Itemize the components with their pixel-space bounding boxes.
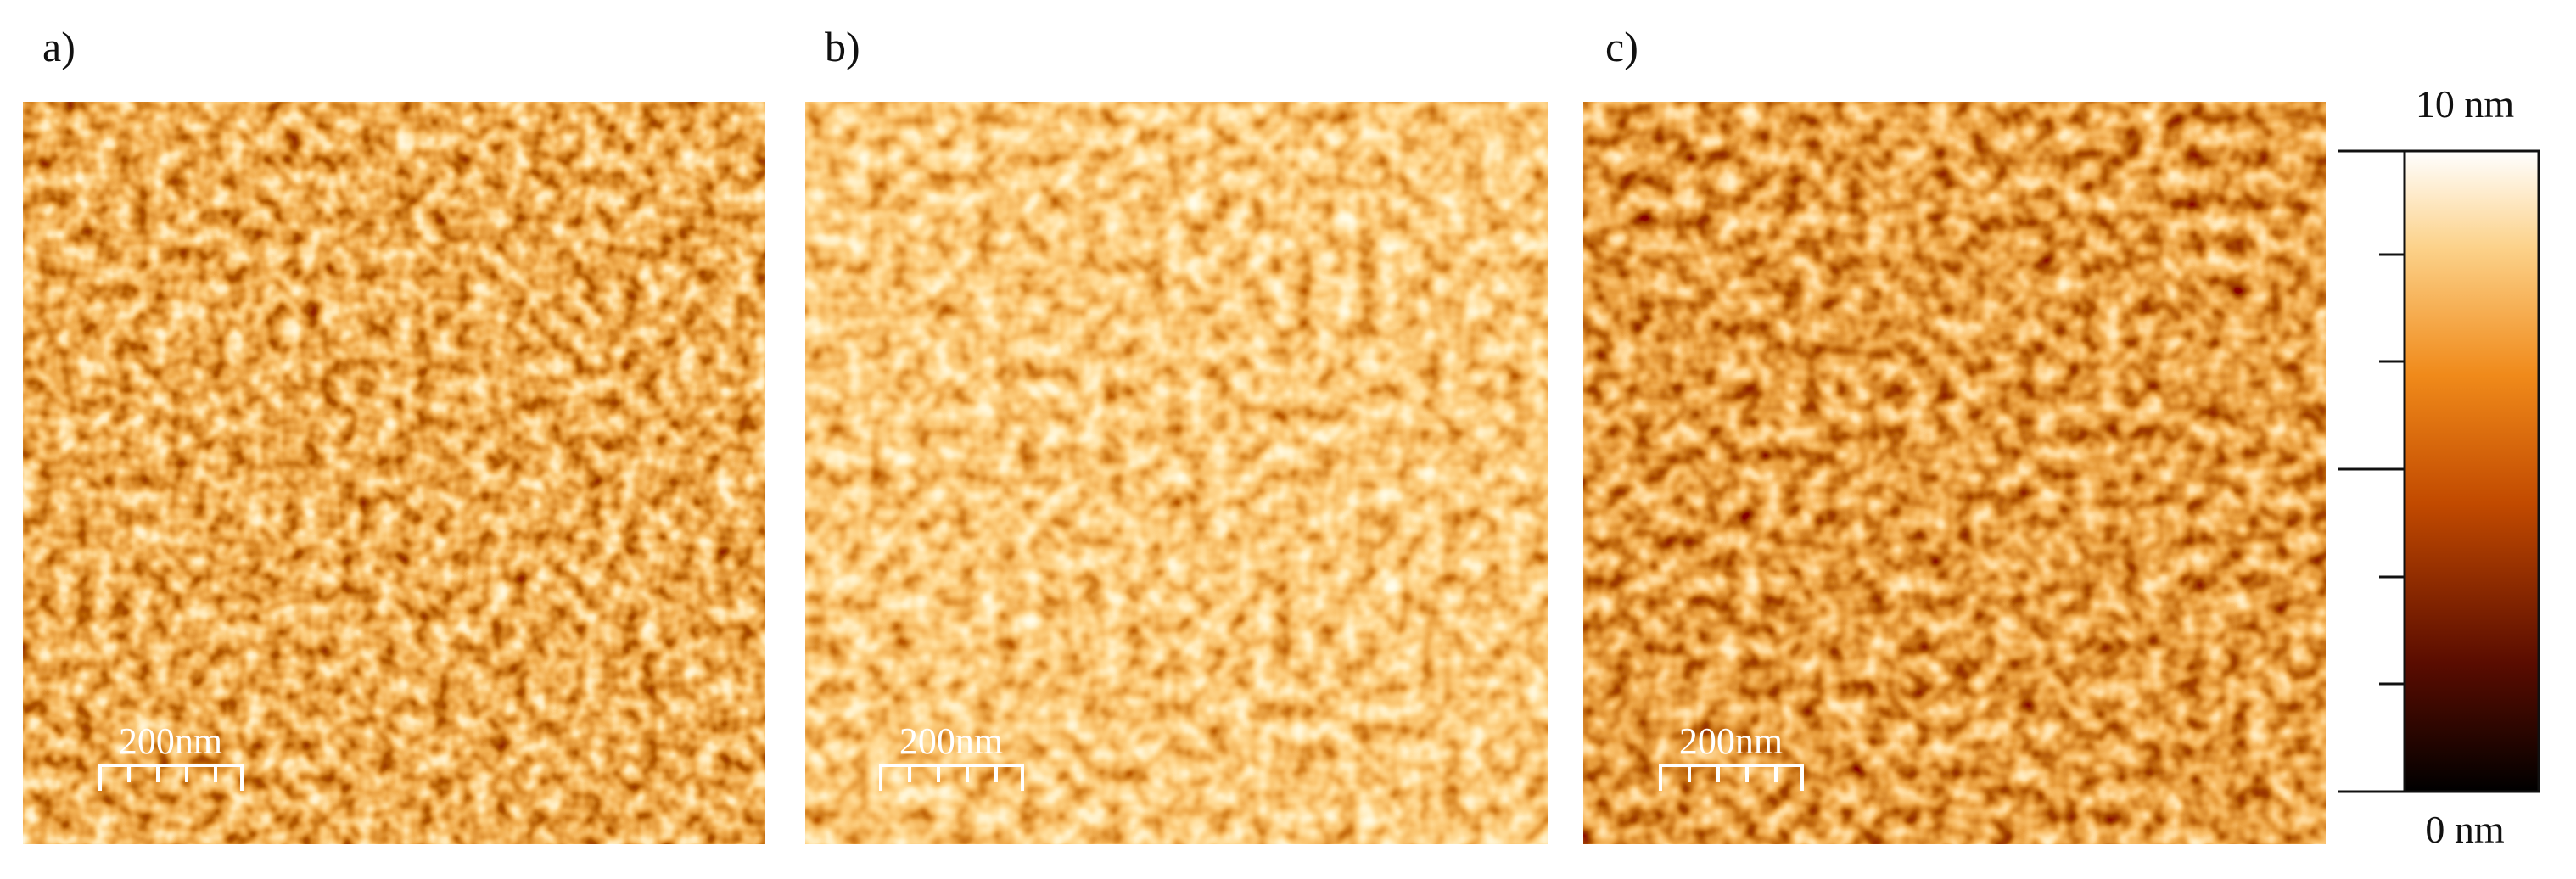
scale-bar — [1659, 764, 1804, 791]
scale-bar-label: 200nm — [899, 720, 1003, 762]
panel-label: b) — [825, 23, 860, 70]
scale-bar-label: 200nm — [1679, 720, 1783, 762]
panel-label: a) — [42, 23, 76, 70]
scale-bar — [98, 764, 244, 791]
afm-image — [1583, 102, 2326, 844]
afm-image — [805, 102, 1548, 844]
colorbar — [2403, 149, 2540, 793]
scale-bar-label: 200nm — [119, 720, 222, 762]
afm-image — [23, 102, 765, 844]
colorbar-max-label: 10 nm — [2416, 82, 2515, 126]
colorbar-min-label: 0 nm — [2425, 808, 2505, 851]
scale-bar — [879, 764, 1024, 791]
colorbar-ticks — [2338, 149, 2406, 793]
panel-label: c) — [1605, 23, 1638, 70]
